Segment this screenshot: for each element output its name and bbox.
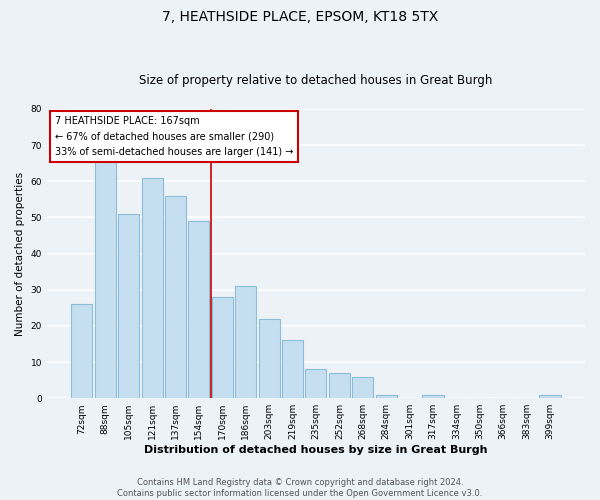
Bar [165,196,186,398]
Bar [95,160,116,398]
Bar [352,376,373,398]
Bar [212,297,233,398]
Bar [118,214,139,398]
Text: Contains HM Land Registry data © Crown copyright and database right 2024.
Contai: Contains HM Land Registry data © Crown c… [118,478,482,498]
Bar [305,370,326,398]
Bar [142,178,163,398]
Bar [235,286,256,398]
Bar [422,394,443,398]
Y-axis label: Number of detached properties: Number of detached properties [15,172,25,336]
Title: Size of property relative to detached houses in Great Burgh: Size of property relative to detached ho… [139,74,493,87]
Bar [188,221,209,398]
Bar [259,318,280,398]
Text: 7, HEATHSIDE PLACE, EPSOM, KT18 5TX: 7, HEATHSIDE PLACE, EPSOM, KT18 5TX [162,10,438,24]
Bar [71,304,92,398]
Bar [282,340,303,398]
Bar [539,394,560,398]
X-axis label: Distribution of detached houses by size in Great Burgh: Distribution of detached houses by size … [144,445,488,455]
Text: 7 HEATHSIDE PLACE: 167sqm
← 67% of detached houses are smaller (290)
33% of semi: 7 HEATHSIDE PLACE: 167sqm ← 67% of detac… [55,116,293,158]
Bar [376,394,397,398]
Bar [329,373,350,398]
